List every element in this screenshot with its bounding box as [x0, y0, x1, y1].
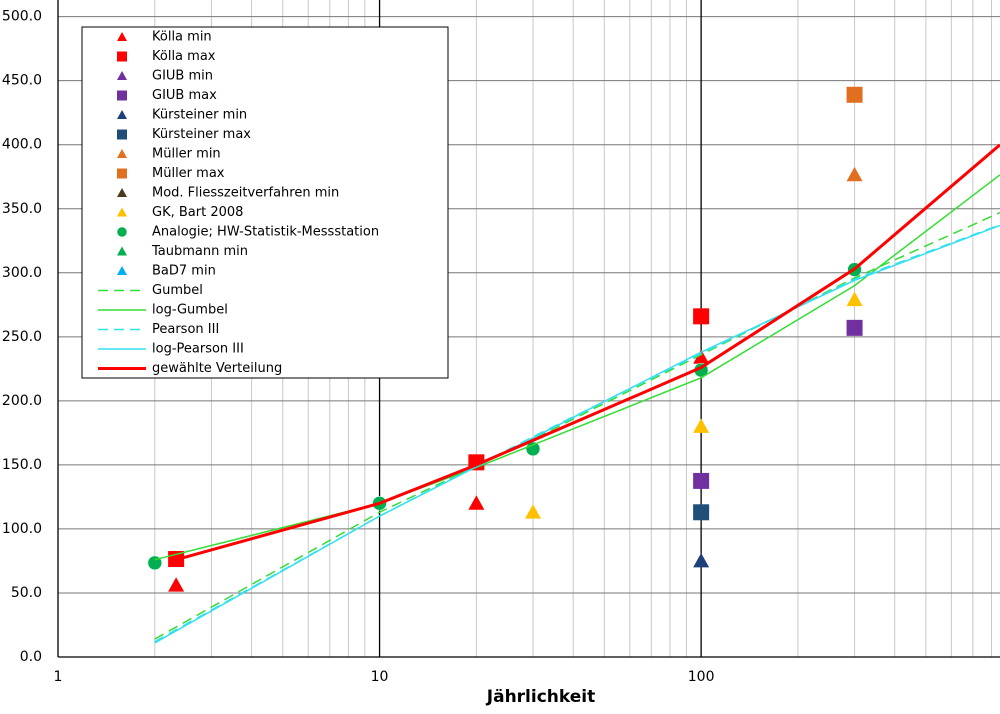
legend-label: GIUB min [152, 69, 213, 84]
legend-label: GK, Bart 2008 [152, 205, 243, 220]
data-point [693, 308, 710, 325]
legend-marker [117, 129, 127, 140]
legend-marker [117, 246, 127, 256]
legend-marker [117, 207, 127, 217]
data-point [693, 418, 710, 433]
legend-label: Kürsteiner min [152, 108, 247, 123]
x-tick-label: 1 [54, 669, 63, 685]
legend-marker [117, 32, 127, 41]
y-tick-label: 500.0 [2, 9, 42, 25]
legend-label: Müller min [152, 147, 221, 162]
legend-label: Taubmann min [151, 244, 248, 259]
legend-marker [117, 90, 127, 101]
y-tick-label: 0.0 [20, 649, 42, 665]
legend-label: BaD7 min [152, 264, 216, 279]
legend-marker [117, 71, 127, 80]
data-point [693, 472, 710, 489]
data-point [693, 349, 710, 364]
data-point [468, 495, 485, 510]
y-tick-label: 400.0 [2, 137, 42, 153]
legend-label: Mod. Fliesszeitverfahren min [152, 186, 339, 201]
data-point [524, 504, 541, 519]
y-tick-label: 150.0 [2, 457, 42, 473]
legend-marker [117, 168, 127, 179]
y-tick-label: 200.0 [2, 393, 42, 409]
legend-marker [117, 266, 127, 275]
legend-label: Gumbel [152, 283, 203, 298]
data-point [846, 319, 863, 336]
y-tick-label: 300.0 [2, 265, 42, 281]
legend-label: Kölla min [152, 30, 212, 45]
data-point [693, 504, 710, 521]
data-point [693, 552, 710, 568]
series-line [154, 211, 1000, 640]
legend-label: log-Pearson III [152, 342, 244, 357]
y-tick-label: 450.0 [2, 73, 42, 89]
x-axis-label: Jährlichkeit [486, 687, 595, 707]
legend-label: GIUB max [152, 88, 217, 103]
series-line [154, 224, 1000, 644]
data-point [846, 86, 863, 103]
y-tick-label: 250.0 [2, 329, 42, 345]
legend-label: Pearson III [152, 322, 219, 337]
legend-label: Analogie; HW-Statistik-Messstation [152, 225, 379, 240]
legend-label: gewählte Verteilung [152, 361, 282, 376]
legend-label: Kürsteiner max [152, 127, 251, 142]
y-tick-label: 100.0 [2, 521, 42, 537]
legend-marker [117, 110, 127, 119]
data-point [846, 291, 863, 307]
legend-marker [117, 149, 127, 158]
legend-box [81, 26, 449, 379]
legend-label: Müller max [152, 166, 225, 181]
legend-label: Kölla max [152, 49, 216, 64]
legend-marker [117, 188, 127, 197]
legend: Kölla min Kölla max GIUB min GIUB max Kürste… [81, 26, 449, 379]
y-tick-label: 350.0 [2, 201, 42, 217]
x-tick-label: 10 [371, 669, 389, 685]
y-tick-label: 50.0 [11, 585, 42, 601]
legend-marker [116, 226, 128, 238]
data-point [168, 577, 185, 592]
legend-label: log-Gumbel [152, 303, 228, 318]
series-line [175, 143, 1000, 562]
legend-marker [117, 51, 127, 62]
x-tick-label: 100 [688, 669, 715, 685]
data-point [846, 166, 863, 182]
